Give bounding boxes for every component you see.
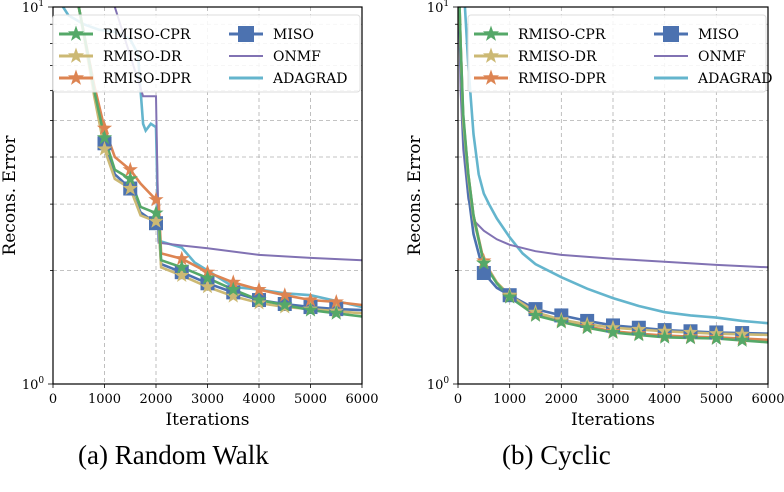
legend-item-miso: MISO bbox=[229, 26, 314, 43]
marker-rmiso-cpr bbox=[277, 297, 293, 312]
legend-label: RMISO-DPR bbox=[103, 71, 191, 87]
legend-item-onmf: ONMF bbox=[654, 49, 746, 65]
marker-rmiso-dr bbox=[96, 141, 113, 156]
marker-rmiso-dr bbox=[174, 267, 190, 282]
legend-item-rmiso-dr: RMISO-DR bbox=[474, 47, 597, 65]
marker-rmiso-dpr bbox=[225, 274, 241, 289]
x-tick-label: 1000 bbox=[493, 392, 526, 407]
marker-rmiso-dpr bbox=[174, 250, 190, 266]
x-axis-label: Iterations bbox=[571, 410, 655, 430]
y-tick-label: 101 bbox=[427, 0, 449, 16]
y-tick-label: 100 bbox=[427, 376, 450, 393]
x-tick-label: 5000 bbox=[294, 392, 327, 407]
x-axis-label: Iterations bbox=[165, 410, 249, 430]
marker-rmiso-cpr bbox=[579, 319, 595, 335]
marker-rmiso-cpr bbox=[502, 289, 518, 304]
marker-rmiso-dpr bbox=[302, 292, 319, 307]
marker-rmiso-dpr bbox=[251, 281, 267, 297]
marker-rmiso-dpr bbox=[328, 294, 344, 309]
legend-label: RMISO-CPR bbox=[518, 27, 606, 43]
marker-rmiso-dpr bbox=[277, 287, 293, 302]
legend-label: ONMF bbox=[698, 49, 746, 65]
marker-rmiso-cpr bbox=[148, 205, 164, 220]
legend-label: RMISO-DR bbox=[103, 49, 182, 65]
legend-label: MISO bbox=[698, 27, 739, 43]
legend-label: RMISO-DR bbox=[518, 49, 597, 65]
legend-item-rmiso-dpr: RMISO-DPR bbox=[474, 69, 606, 87]
legend-label: ADAGRAD bbox=[272, 71, 348, 87]
legend-item-adagrad: ADAGRAD bbox=[654, 71, 773, 87]
legend-item-miso: MISO bbox=[654, 26, 739, 43]
marker-rmiso-dr bbox=[199, 278, 216, 294]
legend-label: ADAGRAD bbox=[697, 71, 773, 87]
x-tick-label: 0 bbox=[454, 392, 462, 407]
legend: RMISO-CPR RMISO-DR RMISO-DPR MISO ONMF ADAGRA… bbox=[52, 14, 361, 93]
x-tick-label: 3000 bbox=[191, 392, 224, 407]
marker-rmiso-cpr bbox=[96, 129, 113, 145]
y-axis-label: Recons. Error bbox=[405, 135, 425, 256]
marker-rmiso-dr bbox=[122, 180, 138, 195]
caption-random-walk: (a) Random Walk bbox=[78, 440, 269, 470]
marker-rmiso-cpr bbox=[734, 332, 750, 347]
marker-rmiso-dpr bbox=[122, 161, 138, 177]
series-line-adagrad bbox=[463, 7, 768, 325]
marker-rmiso-cpr bbox=[122, 170, 138, 186]
legend-item-rmiso-cpr: RMISO-CPR bbox=[474, 25, 606, 43]
subplot-random-walk: 0 1000 2000 3000 4000 5000 6000 100 101 Iteration… bbox=[0, 0, 379, 430]
marker-rmiso-cpr bbox=[174, 259, 190, 274]
legend-item-rmiso-dpr: RMISO-DPR bbox=[59, 69, 191, 87]
caption-cyclic: (b) Cyclic bbox=[502, 440, 611, 470]
x-tick-label: 4000 bbox=[242, 392, 275, 407]
x-tick-label: 6000 bbox=[345, 392, 378, 407]
y-axis-label: Recons. Error bbox=[0, 135, 20, 256]
legend-label: RMISO-DPR bbox=[518, 71, 606, 87]
marker-rmiso-cpr bbox=[553, 314, 569, 329]
marker-rmiso-cpr bbox=[328, 305, 344, 320]
marker-rmiso-dr bbox=[148, 213, 164, 228]
marker-rmiso-cpr bbox=[251, 292, 267, 307]
legend-label: ONMF bbox=[273, 49, 321, 65]
marker-rmiso-cpr bbox=[527, 307, 544, 322]
marker-rmiso-cpr bbox=[225, 281, 241, 297]
marker-rmiso-cpr bbox=[199, 270, 216, 285]
x-tick-label: 3000 bbox=[596, 392, 629, 407]
marker-rmiso-cpr bbox=[708, 330, 724, 345]
legend-item-adagrad: ADAGRAD bbox=[229, 71, 348, 87]
marker-rmiso-cpr bbox=[605, 324, 621, 339]
marker-rmiso-dpr bbox=[96, 120, 113, 135]
marker-miso bbox=[476, 265, 491, 280]
marker-rmiso-cpr bbox=[682, 329, 699, 345]
x-tick-label: 6000 bbox=[751, 392, 784, 407]
legend: RMISO-CPR RMISO-DR RMISO-DPR MISO ONMF ADAGRA… bbox=[467, 14, 773, 93]
legend-item-rmiso-cpr: RMISO-CPR bbox=[59, 25, 191, 43]
y-tick-label: 100 bbox=[22, 376, 45, 393]
y-tick-label: 101 bbox=[22, 0, 44, 16]
legend-item-onmf: ONMF bbox=[229, 49, 321, 65]
x-tick-label: 1000 bbox=[88, 392, 121, 407]
marker-rmiso-cpr bbox=[657, 329, 673, 344]
marker-rmiso-cpr bbox=[631, 326, 647, 342]
marker-rmiso-cpr bbox=[302, 302, 319, 317]
x-tick-label: 5000 bbox=[700, 392, 733, 407]
x-tick-label: 4000 bbox=[648, 392, 681, 407]
legend-item-rmiso-dr: RMISO-DR bbox=[59, 47, 182, 65]
subplot-cyclic: 0 1000 2000 3000 4000 5000 6000 100 101 Iteration… bbox=[405, 0, 784, 430]
marker-rmiso-cpr bbox=[476, 255, 492, 270]
x-tick-label: 2000 bbox=[139, 392, 172, 407]
legend-label: MISO bbox=[273, 27, 314, 43]
marker-rmiso-dr bbox=[225, 288, 241, 303]
x-tick-label: 0 bbox=[49, 392, 57, 407]
marker-rmiso-dpr bbox=[148, 191, 164, 207]
x-tick-label: 2000 bbox=[545, 392, 578, 407]
legend-label: RMISO-CPR bbox=[103, 27, 191, 43]
